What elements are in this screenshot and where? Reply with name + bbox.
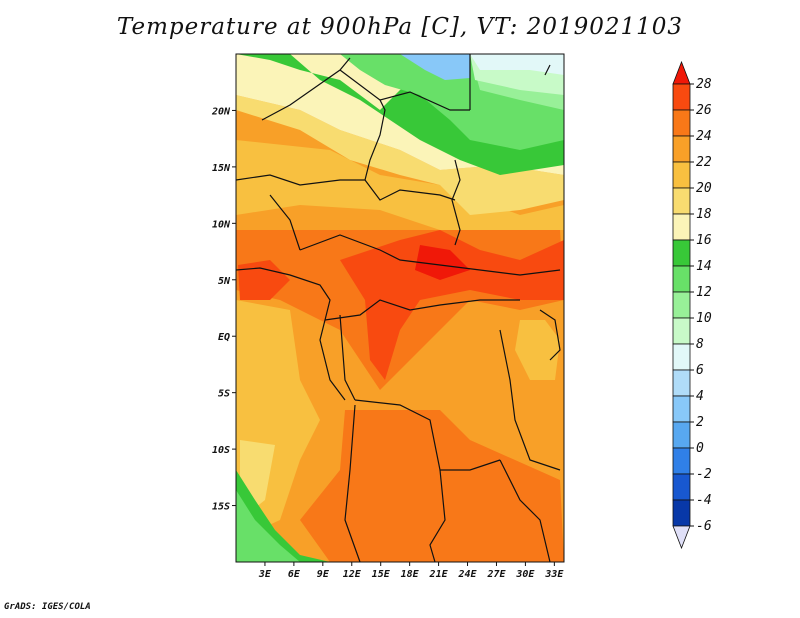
coastline [236,267,346,401]
lon-tick-label: 30E [515,569,535,580]
lon-tick-label: 9E [317,569,330,580]
band-4-6 [400,54,470,80]
lat-tick-label: 5S [218,389,230,400]
colorbar-level-label: -6 [696,519,712,534]
boundary-line [344,404,361,562]
colorbar-level-label: 20 [696,181,712,196]
boundary-line [261,57,351,121]
hot-west [238,260,290,300]
colorbar-swatch [672,447,691,475]
colorbar-level-label: 14 [696,259,712,274]
colorbar-swatch [672,395,691,423]
colorbar-swatch [672,369,691,397]
lon-tick-label: 27E [486,569,506,580]
lon-tick-label: 24E [457,569,477,580]
band-18-20 [236,95,564,215]
lat-tick-label: 15N [212,163,231,174]
colorbar-level-label: 10 [696,311,712,326]
lat-tick-label: 10N [212,219,231,230]
lat-tick-label: 20N [211,106,231,117]
boundary-line [324,299,520,321]
lon-tick-label: 15E [372,569,391,580]
highland-band-east [515,320,560,380]
colorbar-swatch [672,239,691,267]
colorbar-level-label: 8 [696,337,704,352]
lon-tick-label: 33E [544,569,564,580]
colorbar-level-label: -2 [696,467,712,482]
lon-tick-label: 12E [343,569,362,580]
colorbar-swatch [672,161,691,189]
colorbar-min-triangle [672,525,691,550]
colorbar-swatch [672,187,691,215]
lat-tick-label: EQ [218,332,230,343]
colorbar-level-label: 0 [696,441,704,456]
colorbar-swatch [672,317,691,345]
colorbar-swatch [672,109,691,137]
colorbar-swatch [672,213,691,241]
boundary-line [499,459,551,562]
colorbar-level-label: 4 [696,389,704,404]
colorbar-level-label: 22 [696,155,712,170]
lon-tick-label: 3E [258,569,272,580]
boundary-line [429,469,446,562]
colorbar-level-label: 12 [696,285,712,300]
colorbar-level-label: -4 [696,493,712,508]
lat-tick-label: 15S [212,502,230,513]
warm-band-south [300,410,564,562]
lon-tick-label: 6E [288,569,301,580]
boundary-line [539,309,561,361]
colorbar-swatch [672,291,691,319]
colorbar-level-label: 24 [696,129,712,144]
colorbar-swatch [672,421,691,449]
country-boundaries [236,54,561,562]
colorbar-swatch [672,473,691,501]
colorbar-level-label: 2 [696,415,704,430]
colorbar-swatch [672,135,691,163]
band-12-14-southwest [236,490,300,562]
band-6-8 [385,54,564,75]
credit-label: GrADS: IGES/COLA [4,602,91,612]
boundary-line [339,314,356,401]
boundary-line [499,329,561,471]
plot-frame [235,53,565,563]
boundary-line [354,399,501,471]
lat-tick-label: 5N [218,276,231,287]
boundary-line [339,69,386,181]
colorbar-swatch [672,265,691,293]
hot-core [340,230,564,380]
map-title: Temperature at 900hPa [C], VT: 201902110… [116,14,684,40]
boundary-line [269,194,301,251]
boundary-line [544,64,551,76]
colorbar-level-label: 6 [696,363,704,378]
colorbar-swatch [672,83,691,111]
colorbar-swatch [672,499,691,527]
boundary-line [236,174,456,201]
lon-tick-label: 21E [429,569,449,580]
colorbar-level-label: 26 [696,103,712,118]
latitude-axis: 20N 15N 10N 5N EQ 5S 10S 15S [211,106,236,513]
colorbar-level-label: 28 [696,77,712,92]
colorbar-level-label: 16 [696,233,712,248]
boundary-line [451,159,461,246]
colorbar-level-label: 18 [696,207,712,222]
boundary-line [379,91,470,111]
boundary-line [299,234,561,276]
colorbar-swatch [672,343,691,371]
colorbar-max-triangle [672,60,691,85]
lon-tick-label: 18E [401,569,420,580]
temperature-field [236,54,564,562]
hottest-core [415,245,470,280]
longitude-axis: 3E 6E 9E 12E 15E 18E 21E 24E 27E 30E 33E [258,562,564,580]
lat-tick-label: 10S [212,445,230,456]
